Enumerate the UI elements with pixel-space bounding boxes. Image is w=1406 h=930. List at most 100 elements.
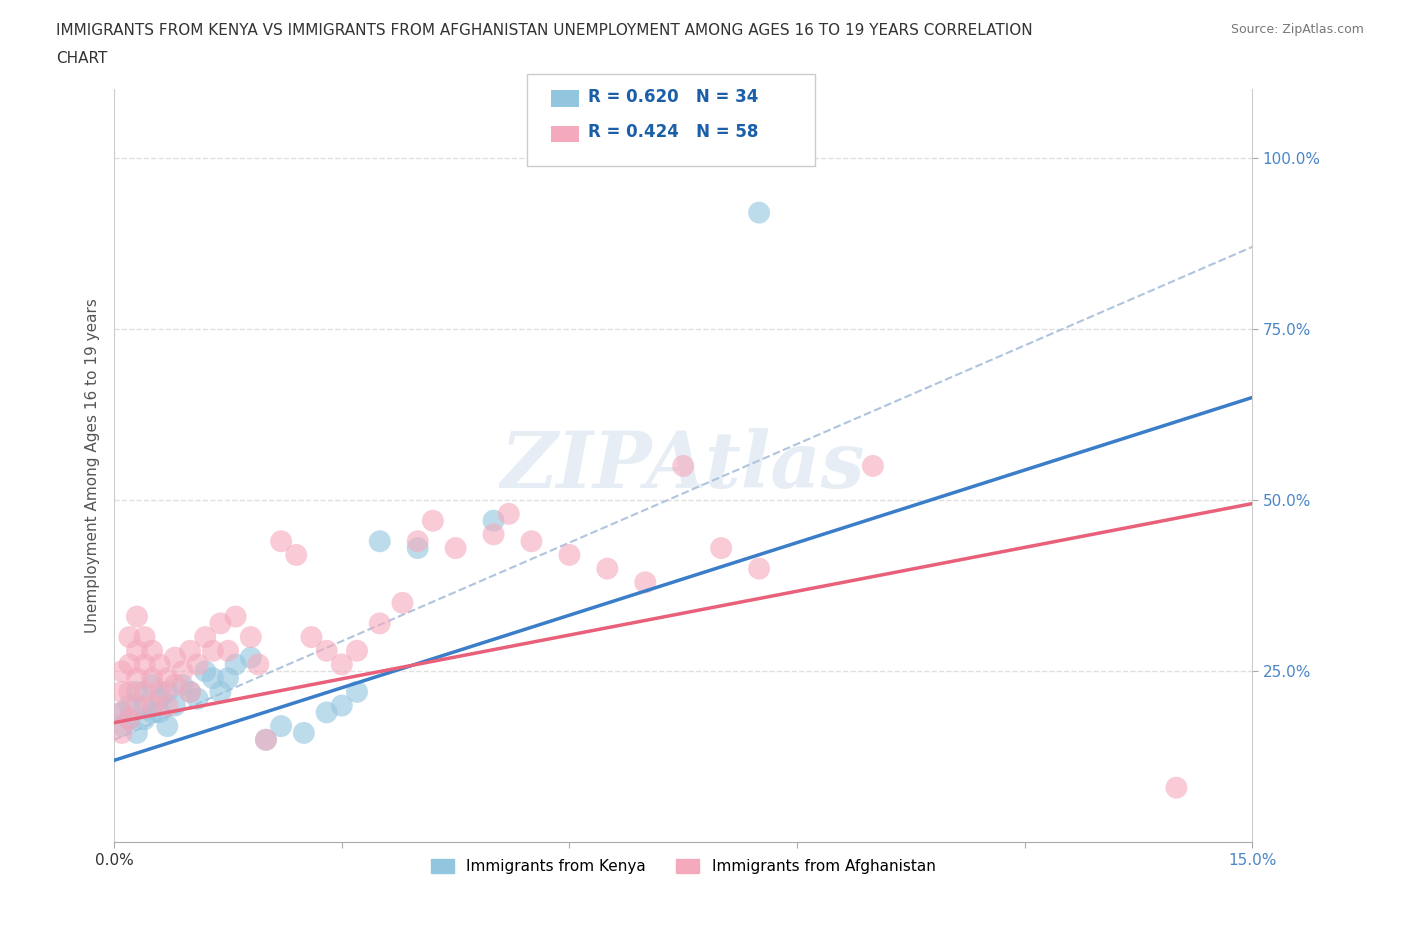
Point (163, 650, 186, 665)
Point (368, 534, 391, 549)
Point (179, 644, 201, 658)
Point (156, 684, 179, 699)
Point (141, 671, 163, 685)
Point (498, 507, 520, 522)
Point (163, 698, 186, 713)
Point (239, 650, 262, 665)
Point (111, 705, 134, 720)
Y-axis label: Unemployment Among Ages 16 to 19 years: Unemployment Among Ages 16 to 19 years (86, 299, 100, 633)
Point (254, 732, 277, 747)
Point (125, 725, 148, 740)
Point (118, 711, 141, 726)
Point (156, 698, 179, 713)
Point (444, 540, 467, 555)
Point (134, 630, 156, 644)
Point (520, 534, 543, 549)
Point (111, 664, 134, 679)
Point (315, 644, 337, 658)
Point (118, 630, 141, 644)
Point (406, 540, 429, 555)
Point (217, 644, 239, 658)
Point (125, 671, 148, 685)
Point (141, 644, 163, 658)
Point (111, 719, 134, 734)
Point (482, 527, 505, 542)
Point (270, 719, 292, 734)
Point (596, 561, 619, 576)
Point (672, 458, 695, 473)
Point (111, 725, 134, 740)
Point (179, 684, 201, 699)
Point (125, 698, 148, 713)
Point (141, 678, 163, 693)
Point (330, 698, 353, 713)
Point (156, 671, 179, 685)
Point (118, 698, 141, 713)
Point (156, 719, 179, 734)
Text: CHART: CHART (56, 51, 108, 66)
Point (163, 678, 186, 693)
Point (149, 705, 172, 720)
Point (118, 711, 141, 726)
Point (172, 678, 194, 693)
Point (111, 684, 134, 699)
Point (285, 548, 308, 563)
Point (141, 698, 163, 713)
Point (125, 609, 148, 624)
Point (217, 671, 239, 685)
Text: IMMIGRANTS FROM KENYA VS IMMIGRANTS FROM AFGHANISTAN UNEMPLOYMENT AMONG AGES 16 : IMMIGRANTS FROM KENYA VS IMMIGRANTS FROM… (56, 23, 1033, 38)
Point (134, 698, 156, 713)
Text: R = 0.620   N = 34: R = 0.620 N = 34 (588, 87, 758, 106)
Point (194, 630, 217, 644)
Point (225, 609, 247, 624)
Point (292, 725, 315, 740)
Point (209, 616, 232, 631)
Point (748, 561, 770, 576)
Point (270, 534, 292, 549)
Point (748, 206, 770, 220)
Point (134, 684, 156, 699)
Point (422, 513, 444, 528)
Point (125, 684, 148, 699)
Point (247, 657, 270, 671)
Point (301, 630, 323, 644)
Point (134, 711, 156, 726)
Point (201, 671, 224, 685)
Point (225, 657, 247, 671)
Point (118, 684, 141, 699)
Point (239, 630, 262, 644)
Point (634, 575, 657, 590)
Text: Source: ZipAtlas.com: Source: ZipAtlas.com (1230, 23, 1364, 36)
Point (125, 644, 148, 658)
Point (330, 657, 353, 671)
Point (391, 595, 413, 610)
Point (201, 644, 224, 658)
Point (149, 684, 172, 699)
Point (209, 684, 232, 699)
Point (149, 657, 172, 671)
Point (134, 657, 156, 671)
Point (368, 616, 391, 631)
Point (862, 458, 884, 473)
Point (111, 705, 134, 720)
Point (482, 513, 505, 528)
Point (558, 548, 581, 563)
Point (194, 664, 217, 679)
Point (406, 534, 429, 549)
Point (1166, 780, 1188, 795)
Point (179, 684, 201, 699)
Point (710, 540, 733, 555)
Point (187, 691, 209, 706)
Text: ZIPAtlas: ZIPAtlas (501, 428, 866, 504)
Point (141, 705, 163, 720)
Point (315, 705, 337, 720)
Legend: Immigrants from Kenya, Immigrants from Afghanistan: Immigrants from Kenya, Immigrants from A… (425, 853, 942, 880)
Point (254, 732, 277, 747)
Text: R = 0.424   N = 58: R = 0.424 N = 58 (588, 123, 758, 141)
Point (346, 644, 368, 658)
Point (172, 664, 194, 679)
Point (187, 657, 209, 671)
Point (346, 684, 368, 699)
Point (149, 691, 172, 706)
Point (118, 657, 141, 671)
